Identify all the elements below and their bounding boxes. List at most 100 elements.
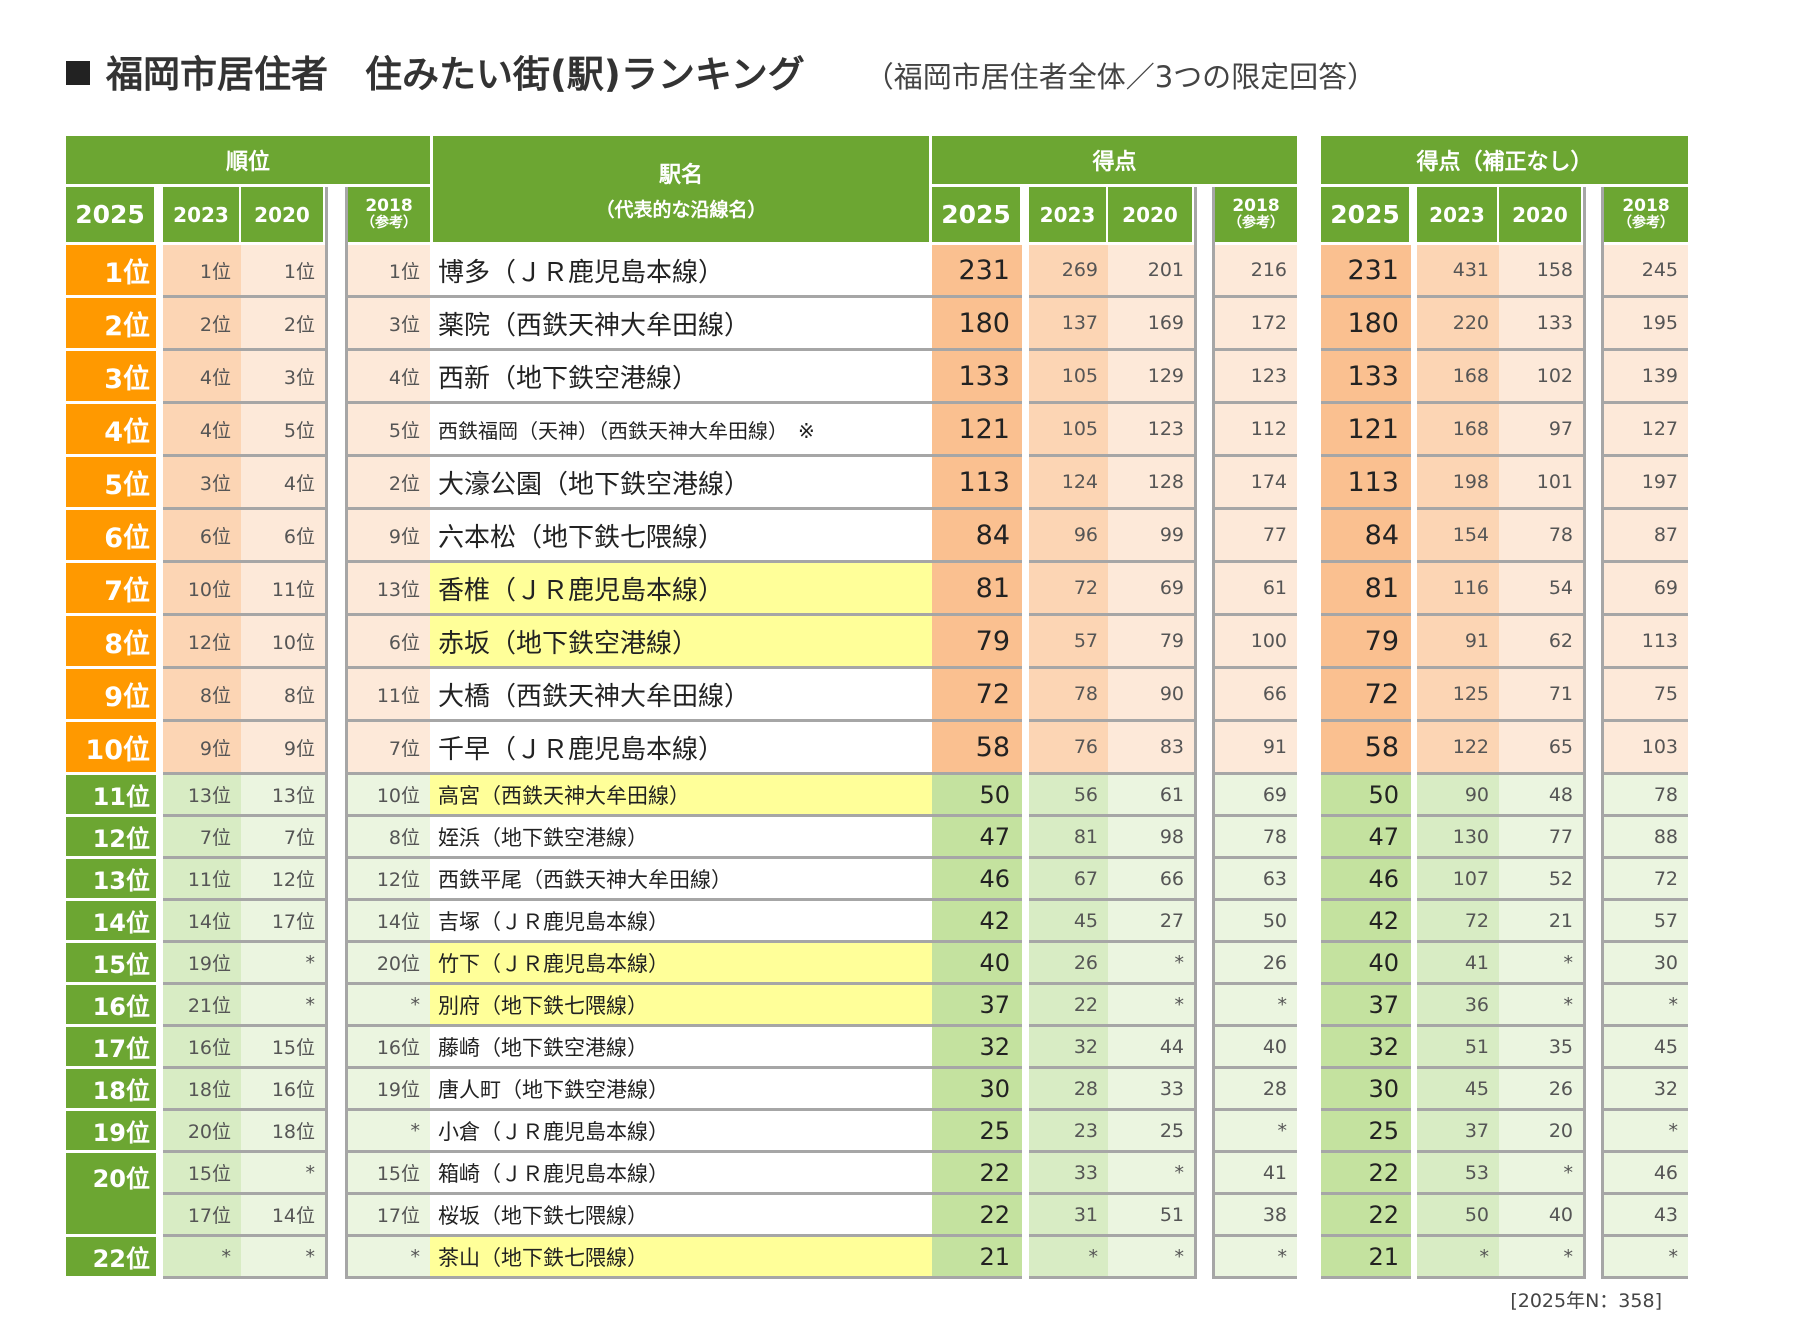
rank-2018: 15位 xyxy=(348,1153,430,1195)
score-2020: 169 xyxy=(1108,298,1194,351)
rank-2020: 5位 xyxy=(241,404,325,457)
rank-2025: 11位 xyxy=(66,775,156,817)
score-2025: 42 xyxy=(932,901,1022,943)
score-2023: 124 xyxy=(1029,457,1108,510)
rank-2020: 3位 xyxy=(241,351,325,404)
raw-score-2025: 133 xyxy=(1321,351,1411,404)
score-2018: 63 xyxy=(1215,859,1297,901)
header-station: 駅名 （代表的な沿線名） xyxy=(430,136,932,245)
raw-score-2020: * xyxy=(1499,1237,1583,1279)
rank-2023: 15位 xyxy=(163,1153,241,1195)
rank-2025: 4位 xyxy=(66,404,156,457)
header-raw-score-group: 得点（補正なし） xyxy=(1321,136,1688,187)
station-name: 大橋（西鉄天神大牟田線） xyxy=(430,669,932,722)
raw-header-2025: 2025 xyxy=(1321,187,1411,245)
score-2020: 44 xyxy=(1108,1027,1194,1069)
rank-2018: 1位 xyxy=(348,245,430,298)
rank-2023: 17位 xyxy=(163,1195,241,1237)
score-2018: 61 xyxy=(1215,563,1297,616)
score-2018: 174 xyxy=(1215,457,1297,510)
rank-2018: 13位 xyxy=(348,563,430,616)
score-2023: 67 xyxy=(1029,859,1108,901)
rank-2020: 2位 xyxy=(241,298,325,351)
score-2025: 121 xyxy=(932,404,1022,457)
station-name: 千早（ＪＲ鹿児島本線） xyxy=(430,722,932,775)
raw-score-2023: 91 xyxy=(1417,616,1499,669)
rank-2020: 17位 xyxy=(241,901,325,943)
raw-score-2025: 22 xyxy=(1321,1153,1411,1195)
raw-score-2023: 50 xyxy=(1417,1195,1499,1237)
raw-score-2020: 97 xyxy=(1499,404,1583,457)
score-2020: * xyxy=(1108,1153,1194,1195)
score-2023: 78 xyxy=(1029,669,1108,722)
station-name: 西鉄福岡（天神）（西鉄天神大牟田線） ※ xyxy=(430,404,932,457)
rank-2018: 20位 xyxy=(348,943,430,985)
score-2025: 81 xyxy=(932,563,1022,616)
score-2020: 201 xyxy=(1108,245,1194,298)
score-2018: 216 xyxy=(1215,245,1297,298)
rank-2025: 9位 xyxy=(66,669,156,722)
rank-2025: 3位 xyxy=(66,351,156,404)
score-2020: 99 xyxy=(1108,510,1194,563)
header-2018-label: 2018 xyxy=(1622,196,1670,217)
score-2025: 30 xyxy=(932,1069,1022,1111)
station-name: 茶山（地下鉄七隈線） xyxy=(430,1237,932,1279)
score-2023: 56 xyxy=(1029,775,1108,817)
rank-2020: 6位 xyxy=(241,510,325,563)
rank-2020: 8位 xyxy=(241,669,325,722)
raw-score-2025: 21 xyxy=(1321,1237,1411,1279)
score-2018: * xyxy=(1215,985,1297,1027)
score-2018: 66 xyxy=(1215,669,1297,722)
station-name: 竹下（ＪＲ鹿児島本線） xyxy=(430,943,932,985)
score-2020: 128 xyxy=(1108,457,1194,510)
score-2020: * xyxy=(1108,1237,1194,1279)
rank-2025: 10位 xyxy=(66,722,156,775)
score-header-2025: 2025 xyxy=(932,187,1022,245)
rank-2018: 4位 xyxy=(348,351,430,404)
raw-score-2025: 231 xyxy=(1321,245,1411,298)
raw-score-2020: 65 xyxy=(1499,722,1583,775)
rank-2023: 6位 xyxy=(163,510,241,563)
rank-2020: * xyxy=(241,943,325,985)
station-name: 西鉄平尾（西鉄天神大牟田線） xyxy=(430,859,932,901)
title-main: 福岡市居住者 住みたい街(駅)ランキング xyxy=(106,53,805,96)
rank-2020: 9位 xyxy=(241,722,325,775)
raw-score-2023: 116 xyxy=(1417,563,1499,616)
rank-2020: 11位 xyxy=(241,563,325,616)
raw-score-2023: 53 xyxy=(1417,1153,1499,1195)
score-2025: 58 xyxy=(932,722,1022,775)
station-name: 六本松（地下鉄七隈線） xyxy=(430,510,932,563)
score-2025: 47 xyxy=(932,817,1022,859)
rank-header-2023: 2023 xyxy=(163,187,241,245)
score-2018: 112 xyxy=(1215,404,1297,457)
raw-score-2018: 72 xyxy=(1604,859,1688,901)
raw-score-2023: * xyxy=(1417,1237,1499,1279)
raw-header-2018: 2018 （参考） xyxy=(1604,187,1688,245)
score-2018: 28 xyxy=(1215,1069,1297,1111)
raw-score-2020: 62 xyxy=(1499,616,1583,669)
raw-score-2020: * xyxy=(1499,985,1583,1027)
station-name: 博多（ＪＲ鹿児島本線） xyxy=(430,245,932,298)
rank-2020: * xyxy=(241,1237,325,1279)
score-2025: 79 xyxy=(932,616,1022,669)
station-name: 高宮（西鉄天神大牟田線） xyxy=(430,775,932,817)
score-2020: 51 xyxy=(1108,1195,1194,1237)
rank-2018: 8位 xyxy=(348,817,430,859)
score-2025: 46 xyxy=(932,859,1022,901)
score-2023: 57 xyxy=(1029,616,1108,669)
station-name: 箱崎（ＪＲ鹿児島本線） xyxy=(430,1153,932,1195)
score-2023: 31 xyxy=(1029,1195,1108,1237)
rank-2020: 10位 xyxy=(241,616,325,669)
header-2018-label: 2018 xyxy=(365,196,413,217)
rank-2020: 15位 xyxy=(241,1027,325,1069)
score-2020: 61 xyxy=(1108,775,1194,817)
raw-score-2018: 195 xyxy=(1604,298,1688,351)
rank-2025: 1位 xyxy=(66,245,156,298)
rank-2023: 4位 xyxy=(163,351,241,404)
raw-score-2025: 79 xyxy=(1321,616,1411,669)
raw-score-2018: 245 xyxy=(1604,245,1688,298)
station-name: 姪浜（地下鉄空港線） xyxy=(430,817,932,859)
raw-score-2023: 90 xyxy=(1417,775,1499,817)
raw-score-2025: 46 xyxy=(1321,859,1411,901)
score-2020: 123 xyxy=(1108,404,1194,457)
